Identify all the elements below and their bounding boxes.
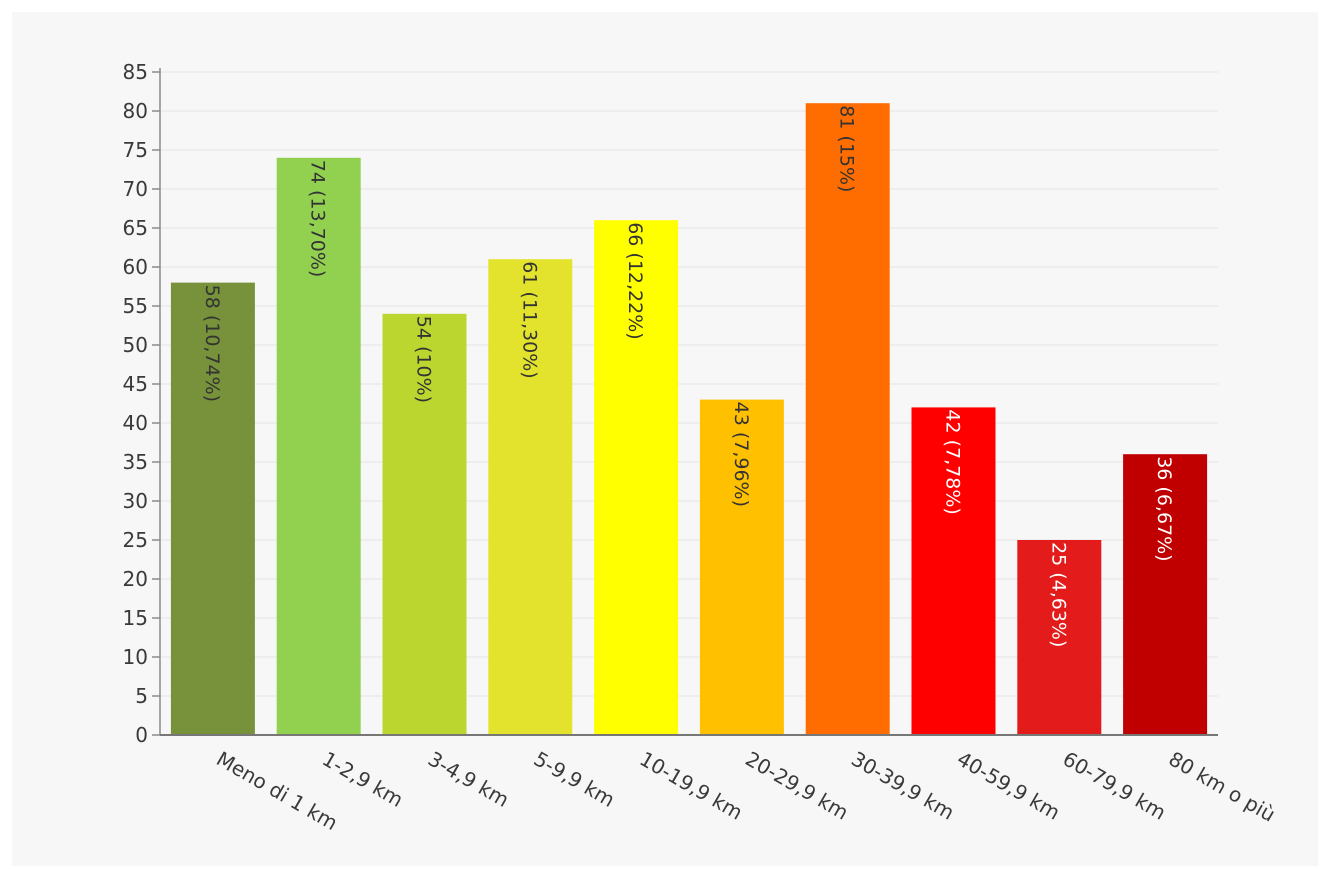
y-tick-label: 30 (123, 489, 148, 513)
y-tick-label: 20 (123, 567, 148, 591)
y-tick-label: 10 (123, 645, 148, 669)
x-tick-label: 60-79,9 km (1059, 747, 1170, 825)
y-tick-label: 35 (123, 450, 148, 474)
y-tick-label: 75 (123, 138, 148, 162)
y-tick-label: 60 (123, 255, 148, 279)
bar (382, 313, 467, 735)
y-tick-label: 15 (123, 606, 148, 630)
data-label: 54 (10%) (413, 316, 435, 403)
x-tick-label: 3-4,9 km (424, 747, 513, 812)
data-label: 43 (7,96%) (730, 402, 752, 507)
y-tick-label: 45 (123, 372, 148, 396)
bar (594, 220, 679, 735)
y-tick-label: 70 (123, 177, 148, 201)
bar (911, 407, 996, 735)
bar (699, 399, 784, 735)
data-label: 58 (10,74%) (201, 285, 223, 403)
data-label: 42 (7,78%) (942, 409, 964, 514)
data-label: 74 (13,70%) (307, 160, 329, 277)
data-label: 36 (6,67%) (1153, 456, 1175, 561)
y-tick-label: 80 (123, 99, 148, 123)
x-tick-label: 80 km o più (1165, 747, 1280, 827)
x-tick-label: 40-59,9 km (953, 747, 1064, 825)
bar (488, 259, 573, 735)
x-tick-label: 1-2,9 km (318, 747, 407, 812)
y-tick-label: 55 (123, 294, 148, 318)
y-tick-label: 85 (123, 60, 148, 84)
bar (805, 103, 890, 735)
y-tick-label: 40 (123, 411, 148, 435)
y-tick-label: 65 (123, 216, 148, 240)
y-tick-label: 0 (135, 723, 148, 747)
y-tick-label: 5 (135, 684, 148, 708)
bars (170, 103, 1208, 736)
bar (1017, 540, 1102, 735)
data-label: 81 (15%) (836, 105, 858, 192)
x-tick-label: 20-29,9 km (741, 747, 852, 825)
data-label: 25 (4,63%) (1047, 542, 1069, 647)
x-tick-label: 5-9,9 km (530, 747, 619, 812)
x-tick-label: 30-39,9 km (847, 747, 958, 825)
data-label: 61 (11,30%) (518, 261, 540, 379)
bar (276, 157, 361, 736)
y-tick-label: 25 (123, 528, 148, 552)
data-labels: 58 (10,74%) 74 (13,70%) 54 (10%) 61 (11,30%… (201, 105, 1175, 647)
bar (1123, 454, 1208, 735)
x-tick-label: 10-19,9 km (636, 747, 747, 825)
chart-panel: 0 5 10 15 20 25 30 35 40 45 50 55 60 65 70 75 80 85 Meno d… (12, 12, 1318, 866)
y-tick-label: 50 (123, 333, 148, 357)
bar (170, 282, 255, 735)
data-label: 66 (12,22%) (624, 222, 646, 340)
